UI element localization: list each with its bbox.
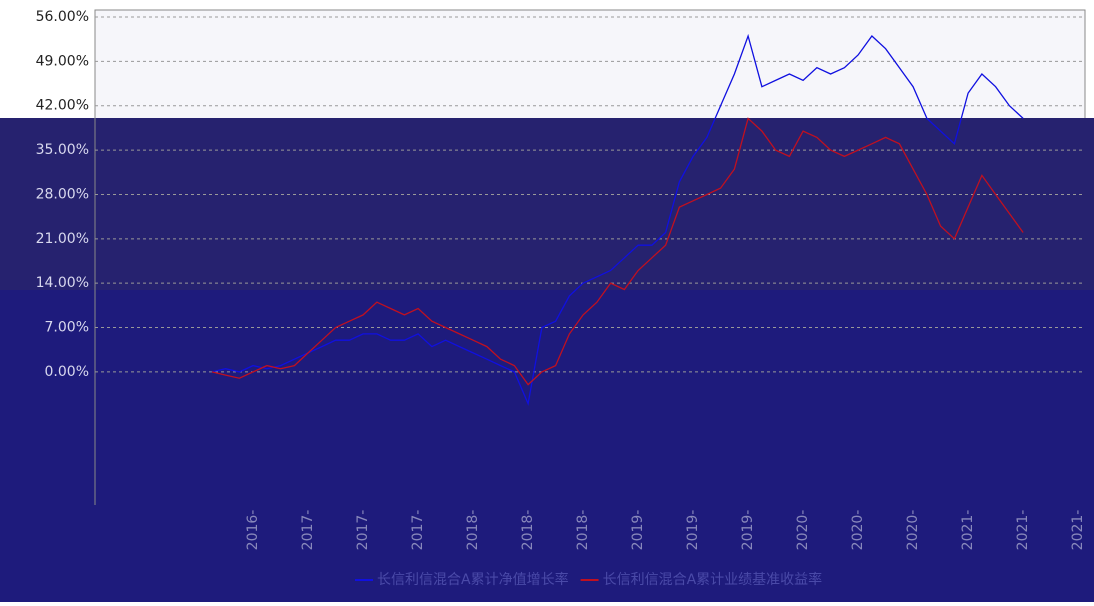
y-tick-label: 42.00% <box>36 98 89 114</box>
y-tick-label: 21.00% <box>36 231 89 247</box>
y-tick-label: 35.00% <box>36 142 89 158</box>
page: 0.00% 7.00% 14.00% 21.00% 28.00% 35.00% 42.00%… <box>0 0 1094 602</box>
x-tick-label: 2020- <box>850 510 866 551</box>
chart: 0.00% 7.00% 14.00% 21.00% 28.00% 35.00% 42.00%… <box>0 0 1094 602</box>
legend-label: 长信利信混合A累计业绩基准收益率 <box>603 571 823 588</box>
dark-band <box>0 290 1094 602</box>
y-tick-label: 14.00% <box>36 275 89 291</box>
y-tick-label: 7.00% <box>45 320 89 336</box>
x-tick-label: 2021- <box>1070 510 1086 551</box>
x-tick-label: 2019- <box>685 510 701 551</box>
x-tick-label: 2021- <box>960 510 976 551</box>
x-tick-label: 2021- <box>1015 510 1031 551</box>
x-tick-label: 2018- <box>465 510 481 551</box>
x-tick-label: 2017- <box>410 510 426 551</box>
x-tick-label: 2016- <box>245 510 261 551</box>
x-tick-label: 2018- <box>520 510 536 551</box>
y-tick-label: 56.00% <box>36 9 89 25</box>
x-tick-label: 2020- <box>795 510 811 551</box>
x-tick-label: 2019- <box>740 510 756 551</box>
y-tick-label: 0.00% <box>45 364 89 380</box>
x-tick-label: 2020- <box>905 510 921 551</box>
x-tick-label: 2018- <box>575 510 591 551</box>
x-tick-label: 2019- <box>630 510 646 551</box>
y-tick-label: 28.00% <box>36 186 89 202</box>
legend-label: 长信利信混合A累计净值增长率 <box>377 571 569 588</box>
x-tick-label: 2017- <box>300 510 316 551</box>
x-tick-label: 2017- <box>355 510 371 551</box>
y-tick-label: 49.00% <box>36 53 89 69</box>
